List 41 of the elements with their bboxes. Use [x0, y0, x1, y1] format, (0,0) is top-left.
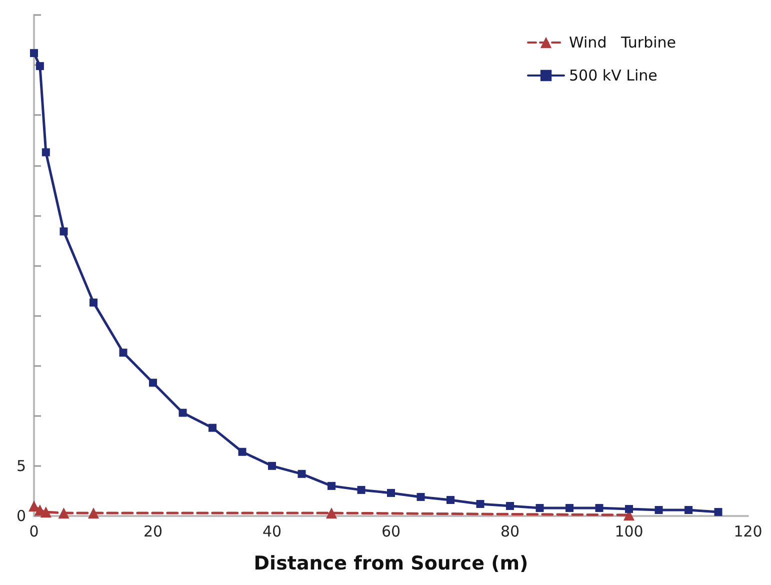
point	[208, 424, 216, 432]
point	[238, 448, 246, 456]
point	[357, 486, 366, 494]
point	[506, 502, 514, 510]
point	[149, 378, 157, 387]
point	[595, 504, 604, 512]
point	[88, 507, 99, 518]
legend-label: 500 kV Line	[569, 66, 658, 84]
x-tick-label: 100	[614, 522, 644, 540]
point	[536, 504, 544, 512]
point	[328, 482, 336, 490]
point	[566, 504, 574, 512]
x-axis-title: Distance from Source (m)	[254, 552, 528, 574]
y-tick-label: 5	[16, 456, 26, 475]
x-tick-label: 120	[734, 522, 762, 540]
point	[625, 504, 633, 513]
point	[178, 408, 187, 417]
point	[654, 506, 663, 514]
point	[326, 507, 337, 518]
point	[268, 462, 276, 470]
point	[476, 500, 484, 508]
legend-label: Wind Turbine	[569, 34, 676, 52]
point	[446, 496, 454, 504]
x-tick-label: 20	[143, 522, 163, 540]
point	[416, 492, 425, 501]
point	[42, 148, 50, 156]
point	[684, 506, 692, 514]
x-tick-label: 60	[381, 522, 401, 540]
point	[58, 507, 70, 518]
point	[60, 227, 68, 236]
point	[387, 488, 395, 497]
point	[119, 348, 128, 357]
point	[298, 470, 306, 478]
x-tick-label: 0	[29, 522, 39, 540]
point	[40, 506, 52, 518]
point	[36, 62, 44, 70]
point	[714, 508, 722, 516]
point	[30, 49, 38, 58]
x-tick-label: 80	[500, 522, 520, 540]
x-tick-label: 40	[262, 522, 282, 540]
point	[90, 298, 98, 307]
